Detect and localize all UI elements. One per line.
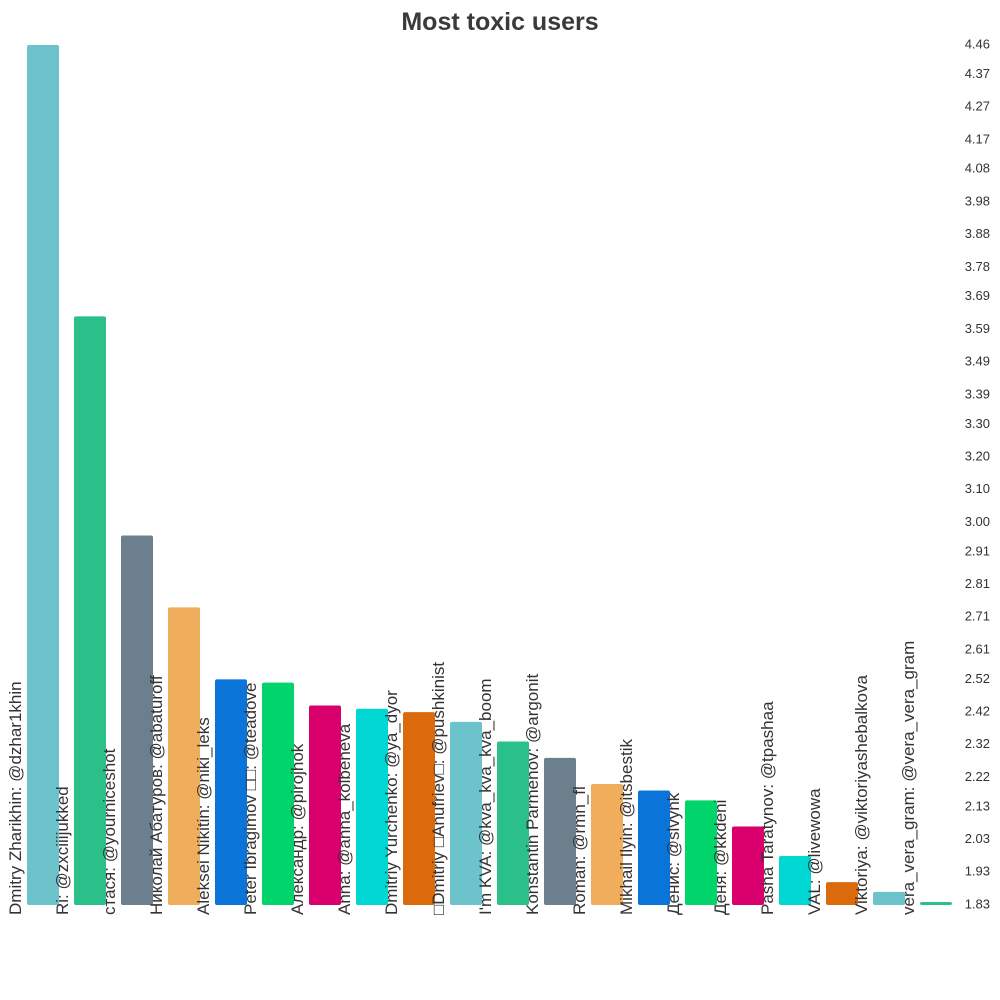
y-tick-label: 4.17 — [965, 131, 990, 146]
y-tick-label: 3.20 — [965, 448, 990, 463]
y-tick-label: 2.03 — [965, 831, 990, 846]
chart-title: Most toxic users — [401, 8, 598, 36]
y-tick-label: 3.69 — [965, 288, 990, 303]
x-tick-label: Деня: @kkdeni — [711, 800, 730, 915]
y-tick-label: 3.59 — [965, 321, 990, 336]
x-tick-label: Viktoriya: @viktoriyashebalkova — [852, 675, 871, 915]
y-tick-label: 4.46 — [965, 36, 990, 51]
bar — [168, 607, 200, 905]
y-tick-label: 4.27 — [965, 99, 990, 114]
x-tick-label: Anna: @anna_kolbeneva — [335, 723, 354, 915]
y-tick-label: 2.91 — [965, 543, 990, 558]
bar — [74, 316, 106, 905]
y-tick-label: 4.37 — [965, 66, 990, 81]
y-tick-label: 3.98 — [965, 193, 990, 208]
y-tick-label: 1.83 — [965, 896, 990, 911]
x-tick-label: Mikhail Ilyin: @itsbestik — [617, 739, 636, 915]
x-tick-label: Aleksei Nikitin: @niki_leks — [194, 717, 213, 915]
bar — [732, 826, 764, 905]
y-tick-label: 3.10 — [965, 481, 990, 496]
y-tick-label: 3.49 — [965, 354, 990, 369]
x-tick-label: стася: @yourniceshot — [100, 748, 119, 915]
x-tick-label: □Dmitriy □Anufriev□: @pushkinist — [429, 662, 448, 915]
y-tick-label: 2.42 — [965, 704, 990, 719]
x-tick-label: Roman: @rmn_fl — [570, 786, 589, 915]
x-tick-label: vera_vera_gram: @vera_vera_gram — [899, 641, 918, 915]
bar — [920, 902, 952, 905]
bar — [544, 757, 576, 905]
x-tick-label: Dmitry Zharikhin: @dzhar1khin — [6, 681, 25, 915]
x-tick-label: Pasha Taratynov: @tpashaa — [758, 701, 777, 915]
x-tick-label: Ri: @zxciiijukked — [53, 786, 72, 915]
bar — [356, 708, 388, 905]
bar — [638, 790, 670, 905]
x-tick-label: Peter Ibragimov □□: @teadove — [241, 683, 260, 915]
y-tick-label: 3.78 — [965, 259, 990, 274]
y-tick-label: 3.00 — [965, 514, 990, 529]
y-tick-label: 3.39 — [965, 386, 990, 401]
bar — [121, 535, 153, 905]
x-tick-label: Александр: @pirojhok — [288, 743, 307, 915]
bar — [309, 705, 341, 905]
bar — [215, 679, 247, 905]
y-tick-label: 3.30 — [965, 416, 990, 431]
y-tick-label: 3.88 — [965, 226, 990, 241]
y-tick-label: 2.71 — [965, 609, 990, 624]
bar — [779, 855, 811, 905]
x-tick-label: Николай Абатуров: @abaturoff — [147, 675, 166, 915]
bar — [403, 712, 435, 905]
y-tick-label: 2.81 — [965, 576, 990, 591]
x-tick-label: I'm KVA: @kva_kva_kva_boom — [476, 678, 495, 915]
bar — [262, 682, 294, 905]
bar — [497, 741, 529, 905]
y-tick-label: 2.22 — [965, 769, 990, 784]
x-tick-label: Денис: @slvynk — [664, 792, 683, 915]
y-tick-label: 1.93 — [965, 864, 990, 879]
bar — [826, 882, 858, 905]
x-tick-label: Konstantin Parmenov: @argonit — [523, 674, 542, 915]
x-tick-label: VAL: @livewowa — [805, 788, 824, 915]
bar — [873, 891, 905, 905]
bar — [27, 45, 59, 905]
x-tick-label: Dmitriy Yurchenko: @ya_dyor — [382, 690, 401, 915]
y-tick-label: 2.61 — [965, 641, 990, 656]
y-tick-label: 2.52 — [965, 671, 990, 686]
bar — [685, 800, 717, 905]
y-tick-label: 4.08 — [965, 161, 990, 176]
bar — [450, 721, 482, 905]
y-tick-label: 2.32 — [965, 736, 990, 751]
y-tick-label: 2.13 — [965, 798, 990, 813]
bar — [591, 784, 623, 905]
